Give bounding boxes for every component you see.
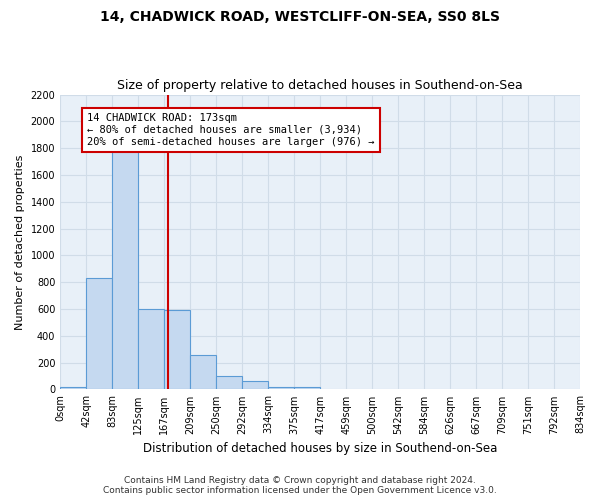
Bar bbox=[164, 310, 190, 390]
Text: 14 CHADWICK ROAD: 173sqm
← 80% of detached houses are smaller (3,934)
20% of sem: 14 CHADWICK ROAD: 173sqm ← 80% of detach… bbox=[87, 114, 374, 146]
Bar bbox=[242, 382, 268, 390]
Y-axis label: Number of detached properties: Number of detached properties bbox=[15, 154, 25, 330]
Bar bbox=[216, 376, 242, 390]
X-axis label: Distribution of detached houses by size in Southend-on-Sea: Distribution of detached houses by size … bbox=[143, 442, 497, 455]
Title: Size of property relative to detached houses in Southend-on-Sea: Size of property relative to detached ho… bbox=[117, 79, 523, 92]
Bar bbox=[86, 278, 112, 390]
Bar bbox=[112, 135, 138, 390]
Bar bbox=[294, 386, 320, 390]
Bar bbox=[268, 386, 294, 390]
Bar bbox=[60, 386, 86, 390]
Text: 14, CHADWICK ROAD, WESTCLIFF-ON-SEA, SS0 8LS: 14, CHADWICK ROAD, WESTCLIFF-ON-SEA, SS0… bbox=[100, 10, 500, 24]
Text: Contains HM Land Registry data © Crown copyright and database right 2024.
Contai: Contains HM Land Registry data © Crown c… bbox=[103, 476, 497, 495]
Bar bbox=[138, 309, 164, 390]
Bar bbox=[190, 354, 216, 390]
